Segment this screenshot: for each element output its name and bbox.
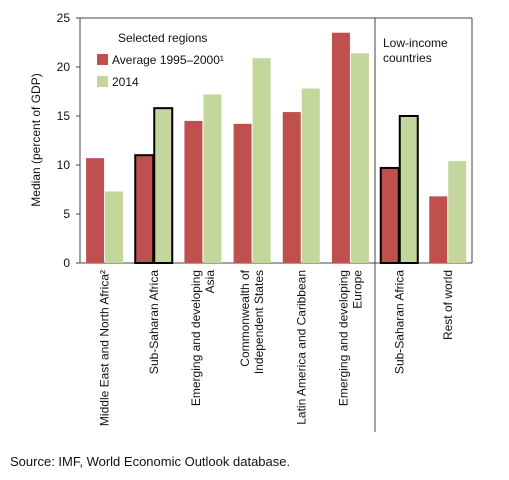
x-tick-label: Latin America and Caribbean	[294, 270, 308, 425]
x-tick-label: Europe	[350, 270, 364, 309]
y-tick-label: 20	[57, 60, 71, 74]
panel-label: Selected regions	[118, 31, 207, 45]
bar	[301, 88, 320, 263]
legend-swatch	[97, 54, 108, 65]
y-tick-label: 10	[57, 158, 71, 172]
bar	[105, 191, 124, 263]
y-axis-label: Median (percent of GDP)	[29, 73, 43, 206]
x-tick-label: Sub-Saharan Africa	[147, 270, 161, 374]
y-tick-label: 15	[57, 109, 71, 123]
bar	[233, 123, 252, 263]
x-tick-label: Independent States	[252, 270, 266, 374]
bar	[448, 161, 467, 263]
bar	[134, 154, 155, 264]
panel-label: Low-income	[383, 36, 448, 50]
bar	[398, 115, 419, 264]
bar	[86, 158, 105, 263]
bar	[203, 94, 222, 263]
x-tick-label: Emerging and developing	[189, 270, 203, 406]
legend-label: Average 1995–2000¹	[112, 53, 224, 67]
x-tick-label: Sub-Saharan Africa	[392, 270, 406, 374]
source: Source: IMF, World Economic Outlook data…	[10, 454, 290, 469]
y-tick-label: 25	[57, 11, 71, 25]
y-tick-label: 0	[63, 256, 70, 270]
bar	[184, 120, 203, 264]
legend-swatch	[97, 76, 108, 87]
bar	[331, 32, 350, 264]
bar	[153, 107, 174, 264]
x-tick-label: Commonwealth of	[238, 269, 252, 366]
x-tick-label: Middle East and North Africa²	[98, 270, 112, 426]
bar	[429, 196, 448, 263]
bar	[252, 58, 271, 264]
legend-label: 2014	[112, 75, 139, 89]
bar	[379, 166, 400, 264]
y-tick-label: 5	[63, 207, 70, 221]
panel-label: countries	[383, 51, 432, 65]
x-tick-label: Emerging and developing	[336, 270, 350, 406]
x-tick-label: Rest of world	[441, 270, 455, 340]
x-tick-label: Asia	[203, 270, 217, 294]
bar	[350, 53, 369, 263]
bar	[282, 112, 301, 263]
